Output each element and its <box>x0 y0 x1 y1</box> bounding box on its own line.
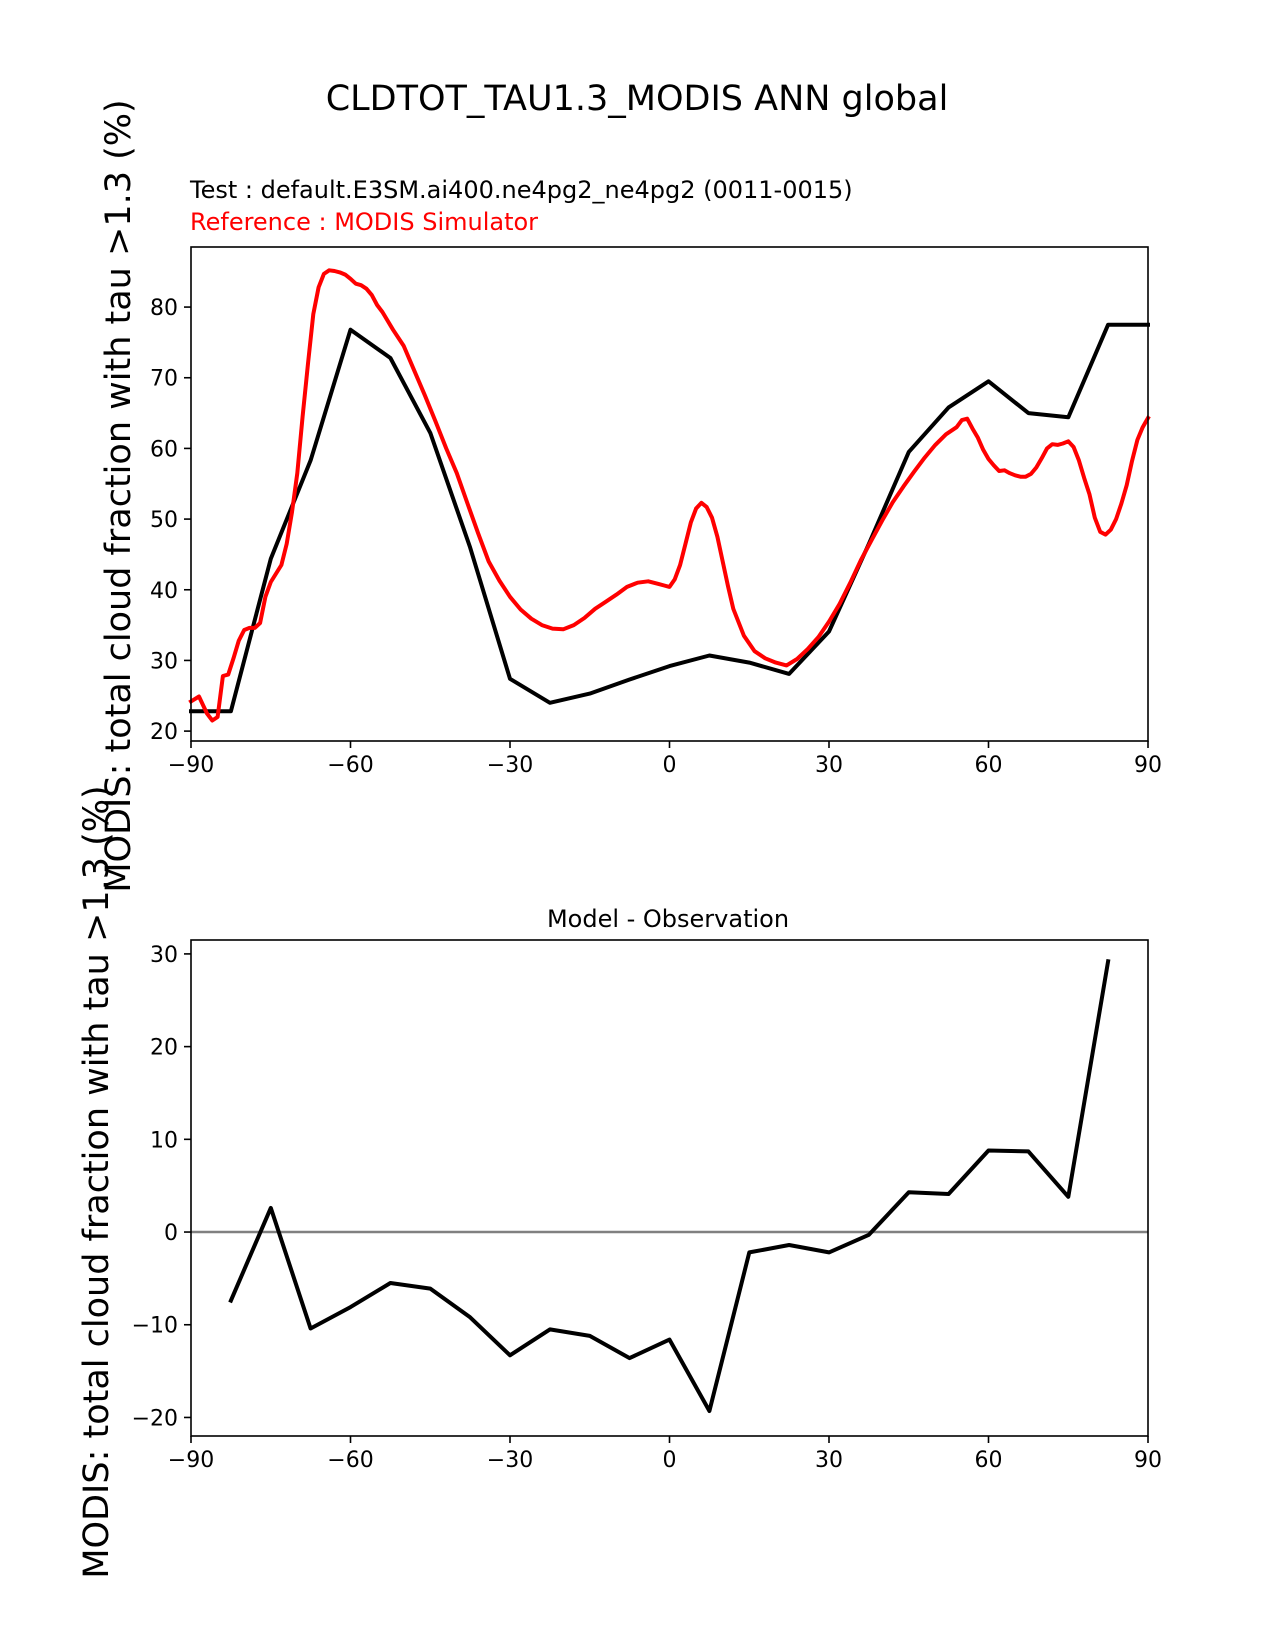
bottom-x-tick-label: 60 <box>975 1448 1003 1473</box>
top-x-tick-label: 60 <box>975 753 1003 778</box>
bottom-series-0-line <box>228 958 1111 1413</box>
bottom-y-tick-label: 0 <box>164 1221 178 1246</box>
bottom-plot-frame <box>190 939 1149 1437</box>
top-y-tick-label: 80 <box>150 296 178 321</box>
top-x-tick-label: −60 <box>327 753 373 778</box>
top-series-1-line <box>188 268 1151 723</box>
test-label: Test : default.E3SM.ai400.ne4pg2_ne4pg2 … <box>189 176 853 204</box>
top-x-tick-label: 0 <box>663 753 677 778</box>
top-y-axis-label: MODIS: total cloud fraction with tau >1.… <box>99 99 139 892</box>
bottom-panel: −90 −60 −30 0 30 60 90 −20 −10 0 10 20 30 <box>132 939 1162 1473</box>
reference-label: Reference : MODIS Simulator <box>190 208 538 236</box>
bottom-y-tick-label: 20 <box>150 1036 178 1061</box>
top-y-tick-label: 20 <box>150 720 178 745</box>
bottom-y-tick-label: 30 <box>150 943 178 968</box>
top-panel: −90 −60 −30 0 30 60 90 20 30 40 50 60 70 80 <box>150 246 1162 778</box>
bottom-y-tick-label: 10 <box>150 1128 178 1153</box>
bottom-x-tick-label: −30 <box>487 1448 533 1473</box>
bottom-y-tick-label: −20 <box>132 1406 178 1431</box>
top-x-tick-label: 30 <box>815 753 843 778</box>
bottom-x-tick-label: −90 <box>168 1448 214 1473</box>
bottom-y-axis-label: MODIS: total cloud fraction with tau >1.… <box>77 785 117 1578</box>
top-y-tick-label: 50 <box>150 508 178 533</box>
top-x-tick-label: −30 <box>487 753 533 778</box>
top-x-tick-label: −90 <box>168 753 214 778</box>
bottom-x-tick-label: 90 <box>1134 1448 1162 1473</box>
top-y-tick-label: 40 <box>150 579 178 604</box>
top-x-tick-label: 90 <box>1134 753 1162 778</box>
bottom-y-tick-label: −10 <box>132 1314 178 1339</box>
bottom-x-tick-label: −60 <box>327 1448 373 1473</box>
bottom-x-tick-label: 30 <box>815 1448 843 1473</box>
bottom-x-tick-label: 0 <box>663 1448 677 1473</box>
top-y-tick-label: 60 <box>150 437 178 462</box>
top-y-tick-label: 70 <box>150 367 178 392</box>
bottom-panel-title: Model - Observation <box>547 905 789 933</box>
top-series-0-line <box>189 322 1150 714</box>
top-y-tick-label: 30 <box>150 649 178 674</box>
figure-title: CLDTOT_TAU1.3_MODIS ANN global <box>326 79 949 119</box>
